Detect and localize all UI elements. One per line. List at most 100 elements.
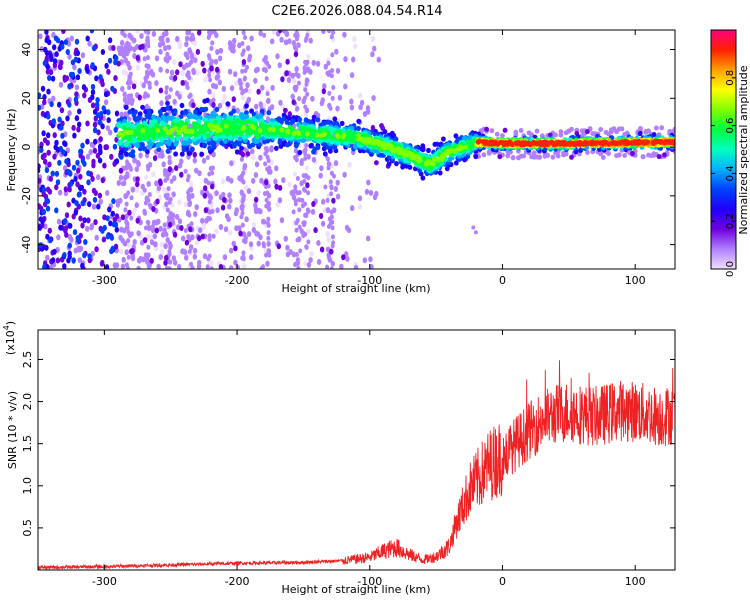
heatmap-cell	[97, 157, 103, 164]
heatmap-cell	[240, 203, 245, 210]
heatmap-cell	[49, 101, 54, 108]
heatmap-cell	[155, 143, 161, 149]
heatmap-cell	[280, 76, 285, 83]
y-tick-label: 2.0	[21, 393, 34, 411]
heatmap-cell	[516, 140, 521, 146]
heatmap-cell	[465, 154, 470, 160]
heatmap-cell	[297, 224, 302, 230]
heatmap-cell	[257, 128, 263, 134]
heatmap-cell	[295, 257, 300, 263]
heatmap-cell	[600, 155, 606, 160]
colorbar-label: Normalized spectral amplitude	[737, 65, 750, 234]
heatmap-cell	[319, 246, 325, 253]
heatmap-cell	[173, 125, 179, 131]
heatmap-cell	[46, 113, 51, 120]
heatmap-cell	[186, 30, 192, 36]
heatmap-cell	[189, 54, 195, 60]
heatmap-cell	[302, 95, 307, 101]
heatmap-cell	[85, 120, 90, 127]
heatmap-cell	[309, 142, 314, 148]
heatmap-cell	[320, 220, 326, 227]
heatmap-cell	[177, 43, 183, 50]
heatmap-cell	[349, 104, 355, 111]
heatmap-cell	[303, 261, 308, 267]
heatmap-cell	[329, 248, 334, 255]
heatmap-cell	[296, 265, 301, 269]
heatmap-cell	[358, 104, 363, 111]
heatmap-cell	[85, 138, 90, 145]
heatmap-cell	[95, 97, 100, 103]
heatmap-cell	[228, 197, 233, 204]
heatmap-cell	[183, 51, 188, 58]
heatmap-cell	[38, 242, 43, 249]
heatmap-cell	[608, 127, 614, 133]
heatmap-cell	[45, 205, 51, 212]
heatmap-cell	[215, 49, 220, 55]
heatmap-cell	[165, 207, 170, 213]
heatmap-cell	[63, 190, 69, 197]
heatmap-cell	[129, 195, 134, 201]
heatmap-cell	[598, 140, 603, 146]
heatmap-cell	[330, 135, 335, 141]
heatmap-cell	[224, 118, 230, 124]
heatmap-cell	[169, 127, 175, 133]
heatmap-cell	[302, 65, 307, 72]
heatmap-cell	[368, 256, 373, 263]
heatmap-cell	[111, 45, 116, 51]
heatmap-cell	[108, 129, 113, 136]
heatmap-cell	[271, 126, 276, 133]
heatmap-cell	[333, 186, 338, 192]
heatmap-cell	[239, 156, 244, 162]
heatmap-cell	[291, 99, 296, 106]
heatmap-cell	[168, 245, 173, 251]
heatmap-cell	[283, 235, 288, 242]
heatmap-cell	[157, 109, 163, 115]
heatmap-cell	[203, 185, 208, 192]
heatmap-cell	[350, 205, 355, 212]
heatmap-cell	[129, 215, 134, 221]
heatmap-cell	[58, 224, 63, 231]
heatmap-cell	[100, 259, 105, 266]
heatmap-cell	[118, 167, 124, 174]
heatmap-cell	[606, 131, 611, 137]
heatmap-cell	[265, 220, 270, 226]
spectrogram-x-ticks: -300 -200 -100 0 100	[92, 30, 646, 287]
heatmap-cell	[45, 254, 50, 261]
heatmap-cell	[435, 157, 441, 163]
heatmap-cell	[292, 171, 297, 177]
heatmap-cell	[156, 185, 162, 192]
heatmap-cell	[250, 148, 255, 155]
heatmap-cell	[327, 255, 331, 261]
heatmap-cell	[78, 215, 83, 222]
heatmap-cell	[295, 237, 300, 243]
heatmap-cell	[207, 236, 212, 242]
heatmap-cell	[609, 140, 615, 146]
heatmap-cell	[185, 211, 190, 217]
heatmap-cell	[550, 154, 556, 160]
heatmap-cell	[167, 154, 172, 160]
heatmap-cell	[147, 262, 152, 269]
heatmap-cell	[167, 221, 173, 228]
heatmap-cell	[270, 84, 275, 91]
heatmap-cell	[130, 149, 136, 155]
heatmap-cell	[176, 263, 182, 269]
heatmap-cell	[585, 150, 590, 155]
heatmap-cell	[196, 263, 202, 269]
heatmap-cell	[151, 114, 157, 120]
heatmap-cell	[253, 129, 259, 135]
heatmap-cell	[62, 263, 67, 269]
heatmap-cell	[164, 85, 169, 91]
heatmap-cell	[38, 224, 43, 231]
heatmap-cell	[233, 71, 238, 78]
heatmap-cell	[330, 225, 335, 231]
heatmap-cell	[211, 97, 216, 103]
heatmap-cell	[68, 222, 73, 229]
heatmap-cell	[238, 230, 243, 237]
heatmap-cell	[211, 151, 216, 158]
heatmap-cell	[201, 157, 207, 164]
heatmap-cell	[295, 176, 300, 181]
heatmap-cell	[640, 154, 646, 160]
heatmap-cell	[281, 112, 287, 118]
heatmap-cell	[308, 257, 313, 263]
heatmap-cell	[489, 128, 495, 134]
